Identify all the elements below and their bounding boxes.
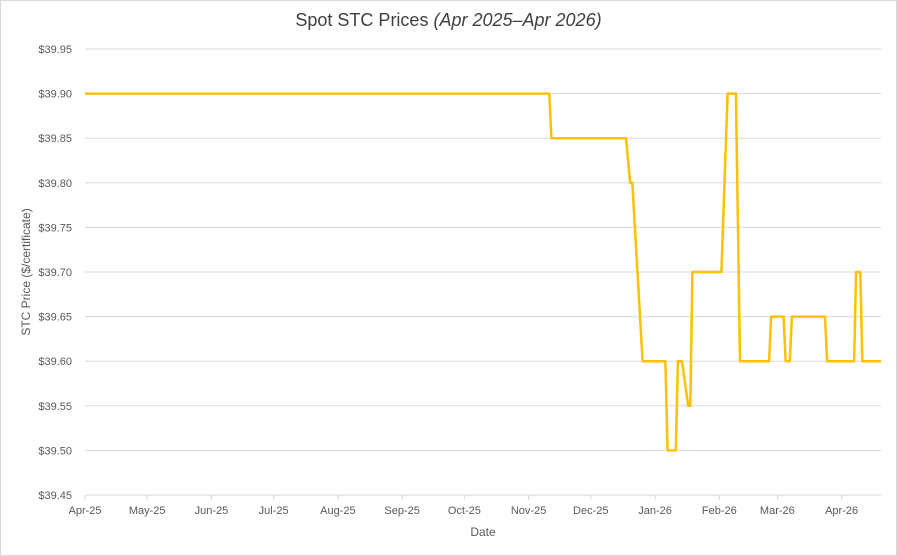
y-tick-label: $39.70 xyxy=(38,267,72,279)
y-tick-label: $39.60 xyxy=(38,356,72,368)
y-tick-label: $39.95 xyxy=(38,44,72,56)
chart-title: Spot STC Prices (Apr 2025–Apr 2026) xyxy=(0,10,897,31)
chart-title-main: Spot STC Prices xyxy=(295,10,429,30)
x-axis-ticks: Apr-25 May-25 Jun-25 Jul-25 Aug-25 Sep-25 Oct-… xyxy=(68,495,858,517)
y-tick-label: $39.75 xyxy=(38,222,72,234)
y-axis-ticks: $39.45 $39.50 $39.55 $39.60 $39.65 $39.70 $39.… xyxy=(38,44,72,502)
x-tick-label: Apr-25 xyxy=(68,505,101,517)
y-tick-label: $39.50 xyxy=(38,445,72,457)
x-tick-label: Jan-26 xyxy=(638,505,672,517)
y-tick-label: $39.85 xyxy=(38,133,72,145)
gridlines xyxy=(85,48,881,451)
series-line-stc-price xyxy=(85,92,881,452)
y-axis-label: STC Price ($/certificate) xyxy=(19,208,33,335)
x-tick-label: Feb-26 xyxy=(702,505,737,517)
x-tick-label: Nov-25 xyxy=(511,505,546,517)
x-tick-label: Apr-26 xyxy=(825,505,858,517)
y-tick-label: $39.80 xyxy=(38,178,72,190)
y-tick-label: $39.45 xyxy=(38,490,72,502)
x-tick-label: Oct-25 xyxy=(448,505,481,517)
x-tick-label: Sep-25 xyxy=(384,505,419,517)
y-tick-label: $39.55 xyxy=(38,401,72,413)
y-tick-label: $39.65 xyxy=(38,312,72,324)
x-tick-label: May-25 xyxy=(129,505,166,517)
x-tick-label: Mar-26 xyxy=(760,505,795,517)
x-tick-label: Aug-25 xyxy=(320,505,355,517)
x-tick-label: Jul-25 xyxy=(259,505,289,517)
x-tick-label: Dec-25 xyxy=(573,505,608,517)
chart-subtitle: (Apr 2025–Apr 2026) xyxy=(433,10,602,30)
x-tick-label: Jun-25 xyxy=(195,505,229,517)
x-axis-label: Date xyxy=(470,525,496,539)
y-tick-label: $39.90 xyxy=(38,89,72,101)
